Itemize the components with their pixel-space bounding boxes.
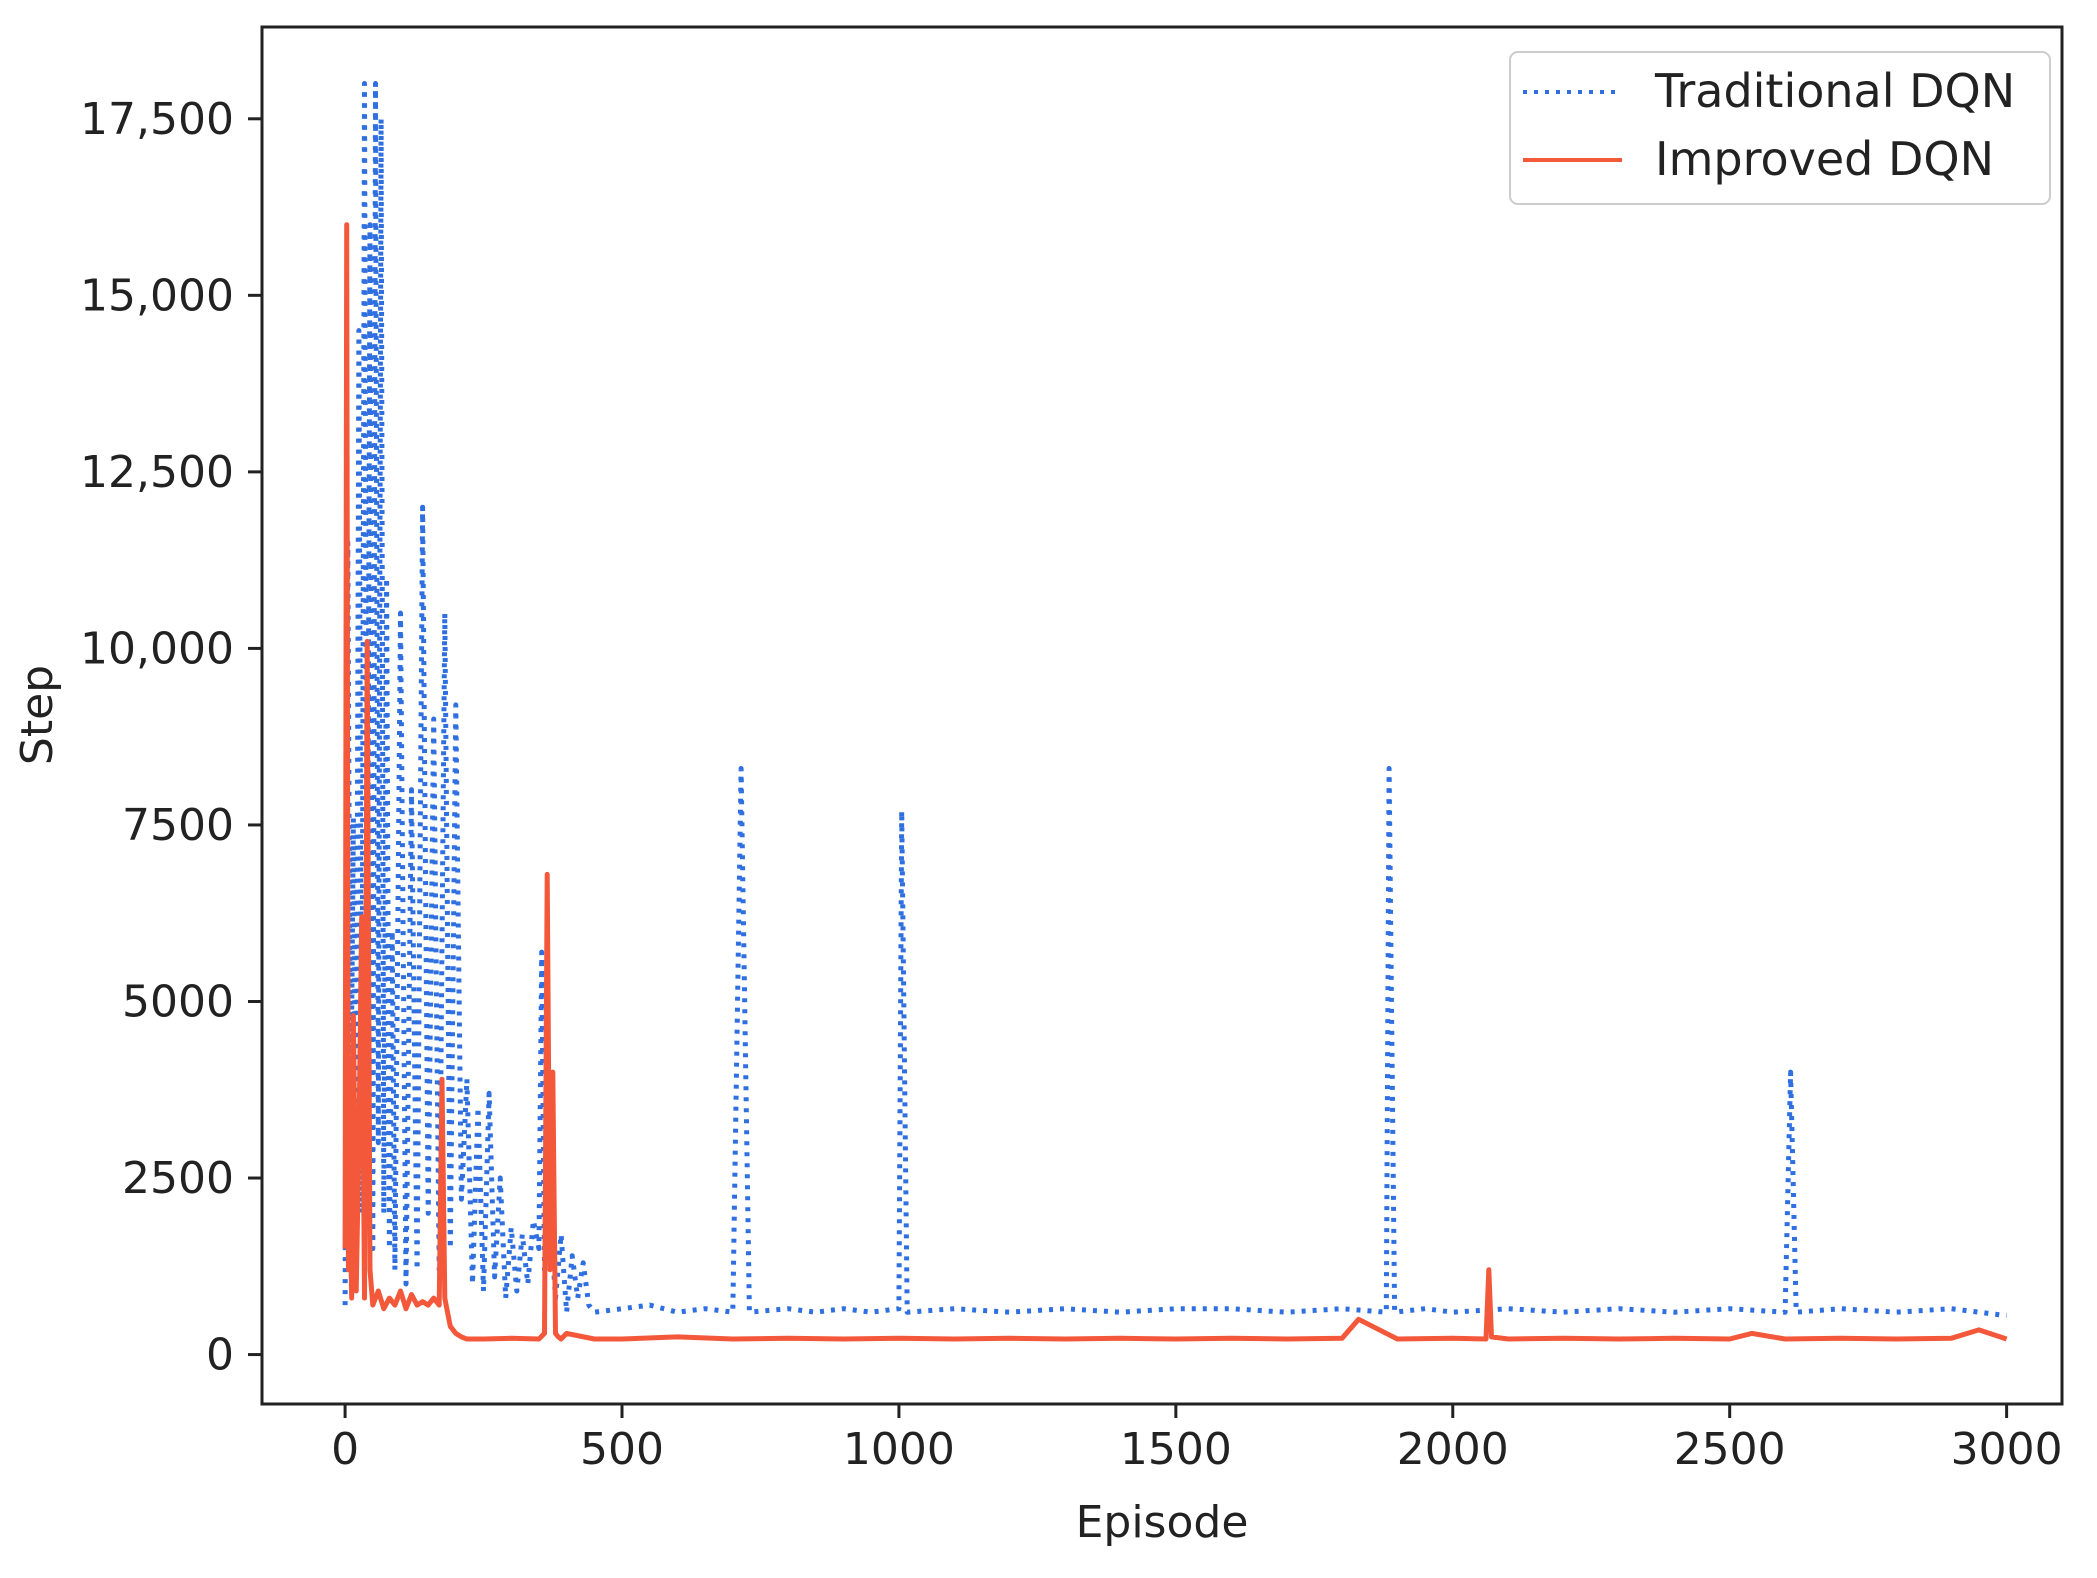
series-layer	[342, 81, 2008, 1342]
x-tick-label: 3000	[1951, 1424, 2063, 1475]
y-tick-label: 17,500	[80, 94, 234, 145]
y-tick-label: 2500	[122, 1153, 234, 1204]
y-axis: 0 2500 5000 7500 10,000 12,500 15,000 17,500	[80, 94, 262, 1381]
legend-box	[1509, 51, 2051, 205]
plot-frame	[260, 25, 2064, 1406]
y-tick-label: 10,000	[80, 623, 234, 674]
x-tick-label: 2500	[1674, 1424, 1786, 1475]
x-tick-label: 2000	[1397, 1424, 1509, 1475]
y-tick-label: 0	[206, 1330, 234, 1381]
legend: Traditional DQN Improved DQN	[1509, 51, 2051, 205]
y-tick-label: 7500	[122, 800, 234, 851]
x-tick-label: 1000	[843, 1424, 955, 1475]
x-tick-label: 0	[331, 1424, 359, 1475]
x-axis-label: Episode	[1076, 1497, 1249, 1548]
y-axis-label: Step	[12, 665, 63, 765]
legend-label-traditional-dqn: Traditional DQN	[1654, 64, 2015, 118]
x-axis: 0 500 1000 1500 2000 2500 3000	[331, 1404, 2063, 1475]
legend-label-improved-dqn: Improved DQN	[1655, 132, 1994, 186]
y-tick-label: 5000	[122, 976, 234, 1027]
y-tick-label: 12,500	[80, 447, 234, 498]
y-tick-label: 15,000	[80, 270, 234, 321]
x-tick-label: 1500	[1120, 1424, 1232, 1475]
x-tick-label: 500	[580, 1424, 664, 1475]
series-line-improved-dqn	[342, 222, 2008, 1342]
